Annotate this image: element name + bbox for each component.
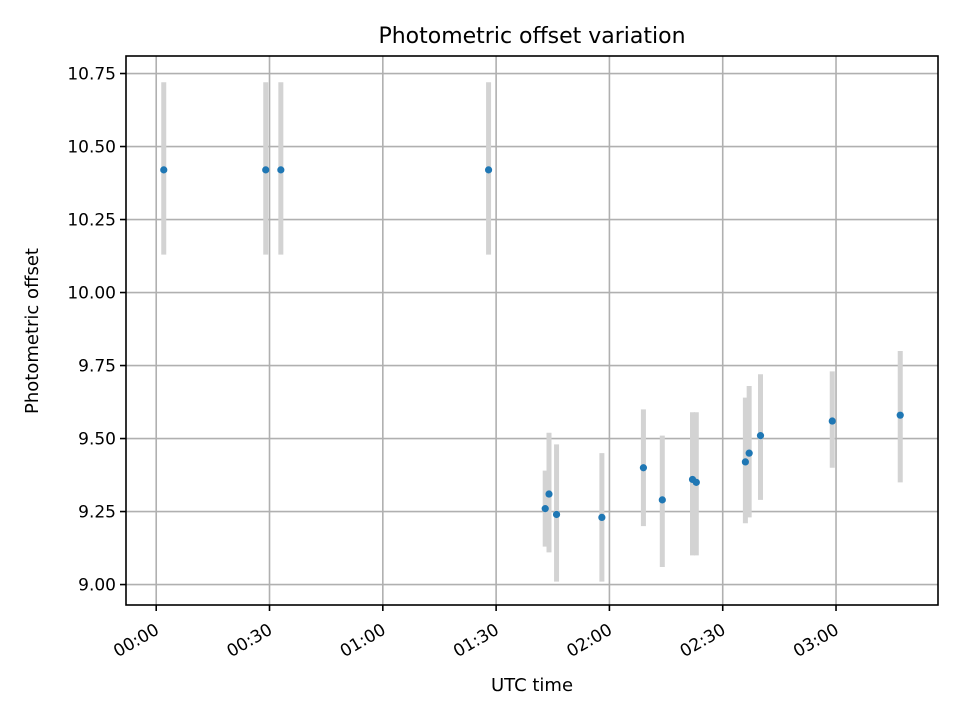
- plot-frame: [125, 55, 939, 606]
- y-axis-label: Photometric offset: [22, 248, 43, 414]
- y-tick-label: 10.75: [67, 65, 116, 85]
- data-point: [745, 449, 753, 457]
- data-point: [828, 417, 836, 425]
- data-point: [692, 478, 700, 486]
- x-tick-label: 01:30: [450, 620, 502, 662]
- x-tick-label: 00:30: [224, 620, 276, 662]
- error-bar-layer: [161, 82, 903, 582]
- data-point: [756, 432, 765, 440]
- y-tick-label: 9.25: [78, 503, 116, 523]
- y-tick-label: 10.00: [67, 284, 116, 304]
- data-point: [896, 411, 904, 419]
- chart-title: Photometric offset variation: [378, 24, 685, 49]
- x-tick-label: 02:30: [677, 620, 729, 662]
- y-axis-ticks: 9.00 9.25 9.50 9.75 10.00 10.25 10.50 10.75: [67, 65, 126, 596]
- point-layer: [160, 166, 904, 521]
- data-point: [658, 496, 666, 504]
- data-point: [160, 166, 168, 174]
- data-point: [741, 458, 749, 466]
- x-axis-label: UTC time: [491, 675, 573, 696]
- data-point: [541, 505, 549, 513]
- grid-layer: [126, 56, 938, 605]
- y-tick-label: 9.50: [78, 430, 116, 450]
- y-tick-label: 10.50: [67, 138, 116, 158]
- data-point: [552, 510, 561, 519]
- y-tick-label: 9.75: [78, 357, 116, 377]
- data-point: [262, 166, 270, 174]
- data-point: [484, 166, 493, 174]
- x-tick-label: 03:00: [790, 620, 842, 662]
- x-tick-label: 00:00: [110, 620, 162, 662]
- data-point: [639, 464, 648, 472]
- data-point: [545, 490, 553, 498]
- data-point: [598, 513, 606, 521]
- x-tick-label: 01:00: [337, 620, 389, 662]
- y-tick-label: 9.00: [78, 576, 116, 596]
- x-tick-label: 02:00: [563, 620, 615, 662]
- y-tick-label: 10.25: [67, 211, 116, 231]
- x-axis-ticks: 00:00 00:30 01:00 01:30 02:00 02:30 03:00: [110, 605, 843, 662]
- data-point: [277, 166, 285, 174]
